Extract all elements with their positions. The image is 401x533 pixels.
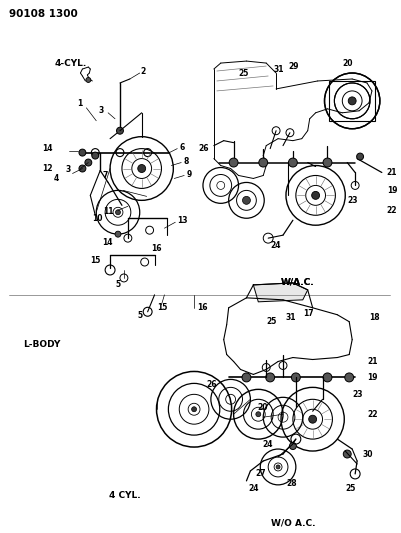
Polygon shape bbox=[253, 283, 308, 302]
Circle shape bbox=[79, 165, 86, 172]
Circle shape bbox=[290, 442, 296, 449]
Circle shape bbox=[288, 158, 297, 167]
Text: 1: 1 bbox=[77, 99, 83, 108]
Circle shape bbox=[115, 210, 120, 215]
Text: 8: 8 bbox=[183, 157, 188, 166]
Text: W/O A.C.: W/O A.C. bbox=[271, 519, 315, 528]
Circle shape bbox=[276, 465, 280, 469]
Text: 26: 26 bbox=[206, 380, 217, 389]
Text: 22: 22 bbox=[367, 410, 377, 419]
Text: 20: 20 bbox=[342, 59, 353, 68]
Text: 3: 3 bbox=[99, 106, 104, 115]
Text: 15: 15 bbox=[90, 255, 100, 264]
Text: 5: 5 bbox=[137, 311, 142, 320]
Text: 24: 24 bbox=[263, 440, 273, 449]
Text: 4: 4 bbox=[53, 174, 59, 183]
Text: 29: 29 bbox=[288, 61, 298, 70]
Text: L-BODY: L-BODY bbox=[23, 340, 61, 349]
FancyBboxPatch shape bbox=[330, 81, 375, 121]
Circle shape bbox=[117, 127, 124, 134]
Circle shape bbox=[345, 373, 354, 382]
Circle shape bbox=[312, 191, 320, 199]
Text: 24: 24 bbox=[249, 484, 259, 494]
Text: 25: 25 bbox=[239, 69, 249, 77]
Text: 21: 21 bbox=[367, 357, 377, 366]
Text: 3: 3 bbox=[65, 165, 71, 174]
Text: 17: 17 bbox=[303, 309, 314, 318]
Text: 31: 31 bbox=[273, 64, 284, 74]
Text: 23: 23 bbox=[347, 196, 358, 205]
Circle shape bbox=[92, 152, 99, 159]
Text: 20: 20 bbox=[258, 403, 268, 412]
Text: 19: 19 bbox=[387, 186, 397, 195]
Circle shape bbox=[356, 153, 364, 160]
Text: W/A.C.: W/A.C. bbox=[281, 278, 315, 287]
Circle shape bbox=[348, 97, 356, 105]
Circle shape bbox=[266, 373, 275, 382]
Text: 19: 19 bbox=[367, 373, 377, 382]
Text: 4-CYL.: 4-CYL. bbox=[55, 59, 87, 68]
Text: 90108 1300: 90108 1300 bbox=[9, 10, 78, 19]
Text: 2: 2 bbox=[141, 67, 146, 76]
Circle shape bbox=[323, 373, 332, 382]
Text: W/A.C.: W/A.C. bbox=[281, 278, 315, 287]
Text: 24: 24 bbox=[270, 240, 281, 249]
Text: 22: 22 bbox=[387, 206, 397, 215]
Text: 5: 5 bbox=[115, 280, 121, 289]
Text: 25: 25 bbox=[345, 484, 356, 494]
Text: 28: 28 bbox=[286, 479, 297, 488]
Text: 25: 25 bbox=[266, 317, 277, 326]
Text: 16: 16 bbox=[197, 303, 208, 312]
Text: 12: 12 bbox=[42, 164, 53, 173]
Circle shape bbox=[85, 159, 92, 166]
Text: 10: 10 bbox=[92, 214, 102, 223]
Circle shape bbox=[323, 158, 332, 167]
Text: 31: 31 bbox=[286, 313, 296, 322]
Text: 6: 6 bbox=[179, 143, 184, 152]
Text: 11: 11 bbox=[103, 207, 114, 216]
Text: 13: 13 bbox=[177, 216, 188, 225]
Circle shape bbox=[292, 373, 300, 382]
Circle shape bbox=[192, 407, 196, 411]
Text: 9: 9 bbox=[186, 170, 191, 179]
Text: 14: 14 bbox=[42, 144, 53, 153]
Text: 21: 21 bbox=[387, 168, 397, 177]
Circle shape bbox=[229, 158, 238, 167]
Text: 14: 14 bbox=[103, 238, 113, 247]
Text: 4 CYL.: 4 CYL. bbox=[109, 491, 141, 500]
Text: 26: 26 bbox=[198, 144, 209, 153]
Circle shape bbox=[79, 149, 86, 156]
Circle shape bbox=[309, 415, 317, 423]
Circle shape bbox=[138, 165, 146, 173]
Circle shape bbox=[86, 77, 91, 83]
Circle shape bbox=[259, 158, 268, 167]
Text: 15: 15 bbox=[157, 303, 168, 312]
Circle shape bbox=[242, 373, 251, 382]
Circle shape bbox=[115, 231, 121, 237]
Text: 18: 18 bbox=[369, 313, 380, 322]
Text: 30: 30 bbox=[362, 449, 373, 458]
Text: 27: 27 bbox=[255, 470, 266, 479]
Circle shape bbox=[243, 196, 250, 204]
Text: 7: 7 bbox=[103, 171, 108, 180]
Circle shape bbox=[343, 450, 351, 458]
Circle shape bbox=[256, 411, 261, 417]
Text: 16: 16 bbox=[152, 244, 162, 253]
Text: 23: 23 bbox=[352, 390, 363, 399]
